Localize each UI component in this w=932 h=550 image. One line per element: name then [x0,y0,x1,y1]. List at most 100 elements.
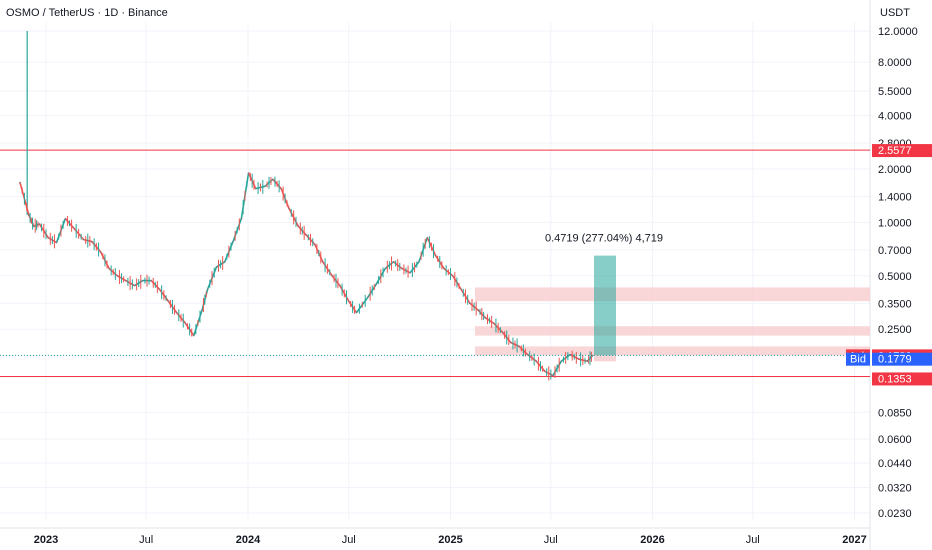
x-tick-label: Jul [746,534,760,546]
target-box[interactable] [594,255,616,356]
y-tick-label: 0.7000 [878,245,912,257]
data-point [314,243,316,246]
x-tick-label: Jul [544,534,558,546]
data-point [184,322,187,325]
data-point [201,309,203,311]
data-point [392,260,395,263]
horizontal-levels[interactable] [0,149,870,377]
data-point [367,296,369,298]
data-point [492,322,495,325]
data-point [47,236,50,239]
data-point [99,251,102,253]
data-point [409,271,411,274]
data-point [501,331,504,334]
data-point [426,236,429,239]
data-point [142,279,144,282]
y-tick-label: 0.3500 [878,298,912,310]
long-position-tool[interactable]: 0.4719 (277.04%) 4,719 [0,233,870,362]
data-point [124,279,127,282]
data-point [280,187,283,190]
data-point [339,284,341,287]
data-point [158,288,161,291]
data-point [510,341,512,344]
data-point [247,172,250,174]
data-point [232,240,234,243]
y-tick-label: 0.2500 [878,324,912,336]
data-point [240,217,243,220]
x-tick-label: 2026 [640,534,664,546]
y-tick-label: 0.0600 [878,434,912,446]
data-point [577,358,580,360]
data-point [526,353,529,356]
data-point [167,300,170,302]
level-top-tag[interactable] [872,144,932,158]
x-tick-label: 2025 [438,534,462,546]
y-tick-label: 1.0000 [878,217,912,229]
data-point [272,178,274,181]
y-tick-label: 1.4000 [878,191,912,203]
supply-zone [475,346,870,356]
zones [475,287,870,356]
data-point [133,284,136,287]
data-point [108,267,110,270]
data-point [175,311,178,314]
data-point [64,217,67,220]
price-axis[interactable]: 12.00008.00005.50004.00002.80002.00001.4… [846,26,932,520]
data-point [347,300,350,302]
data-point [552,374,554,377]
y-tick-label: 4.0000 [878,111,912,123]
y-tick-label: 0.0320 [878,483,912,495]
data-point [305,234,307,236]
price-series [19,31,594,381]
bid-tag[interactable] [872,352,932,366]
data-point [443,267,445,270]
data-point [434,254,437,257]
data-point [288,207,290,210]
time-axis[interactable]: 2023 Jul 2024 Jul 2025 Jul 2026 Jul 2027 [34,534,867,546]
bid-label: Bid [850,354,866,366]
data-point [321,260,324,263]
data-point [82,238,85,241]
data-point [560,360,563,363]
data-point [150,279,152,282]
bid-value: 0.1779 [878,354,912,366]
data-point [484,316,487,319]
y-tick-label: 8.0000 [878,57,912,69]
y-tick-label: 5.5000 [878,86,912,98]
grid [0,0,871,550]
data-point [28,214,30,216]
data-point [401,267,403,270]
supply-zone [475,326,870,336]
data-point [91,240,93,243]
y-tick-label: 0.0850 [878,407,912,419]
data-point [355,311,358,314]
y-tick-label: 0.5000 [878,271,912,283]
data-point [591,354,594,357]
y-tick-label: 0.0440 [878,458,912,470]
data-point [518,345,520,348]
currency-label: USDT [880,7,910,19]
data-point [206,288,209,291]
level-bottom-value: 0.1353 [878,373,912,385]
x-tick-label: Jul [139,534,153,546]
symbol-title[interactable]: OSMO / TetherUS · 1D · Binance [6,7,168,19]
data-point [375,283,378,285]
data-point [33,225,35,228]
stop-box[interactable] [594,355,616,362]
data-point [535,360,538,363]
data-point [264,185,266,188]
level-bottom-tag[interactable] [872,372,932,386]
data-point [543,370,546,372]
x-tick-label: Jul [342,534,356,546]
position-label: 0.4719 (277.04%) 4,719 [545,233,663,245]
y-tick-label: 0.0230 [878,508,912,520]
data-point [297,225,300,228]
supply-zone [475,287,870,302]
level-top-value: 2.5577 [878,145,912,157]
data-point [116,275,119,277]
data-point [477,309,480,311]
data-point [215,266,218,268]
data-point [586,360,589,363]
data-point [223,260,226,263]
